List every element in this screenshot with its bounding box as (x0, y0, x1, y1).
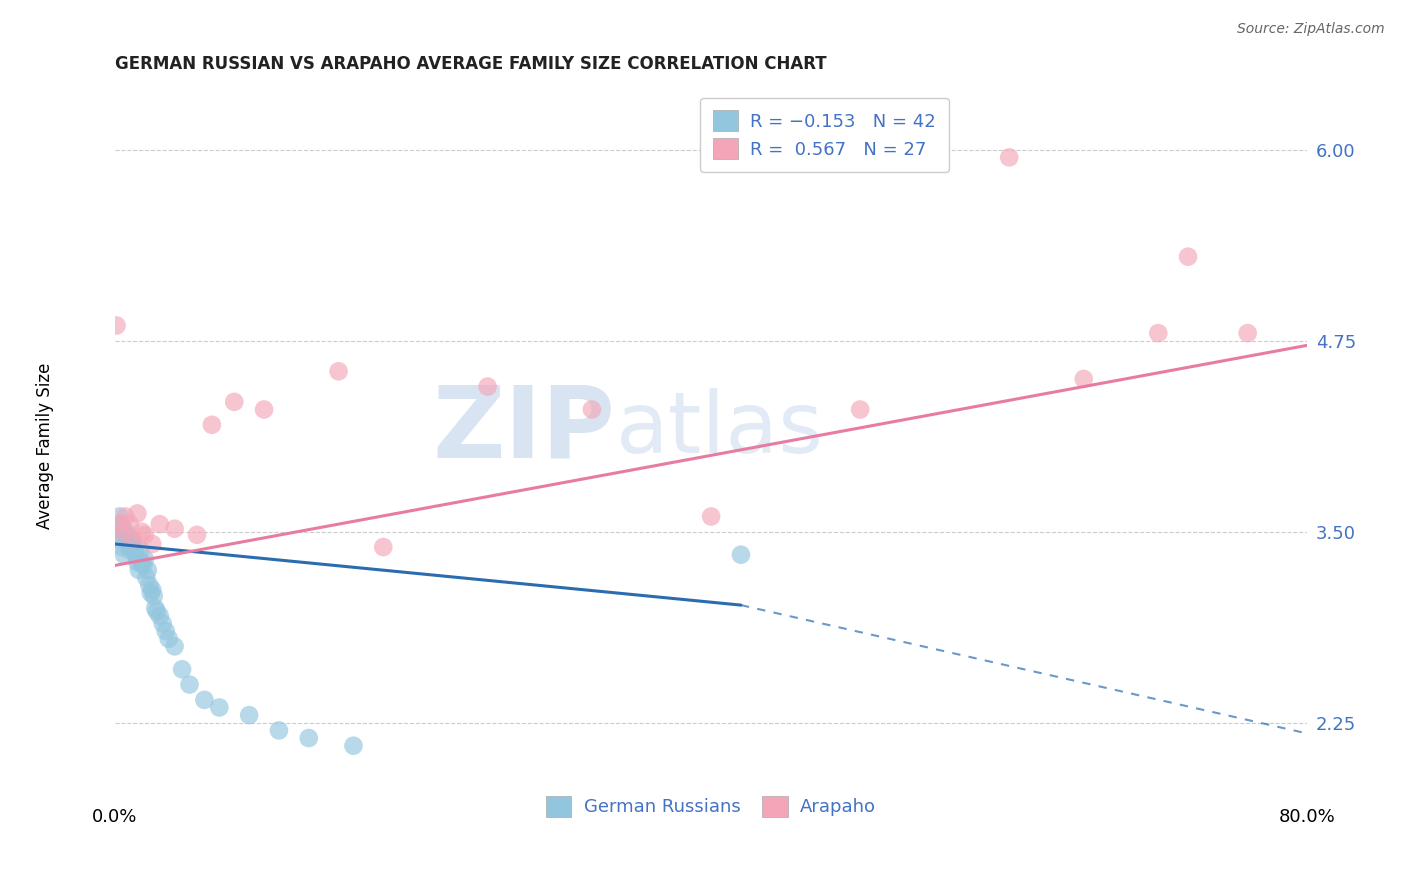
Point (328, 364, 350, 378)
Point (1147, 326, 1170, 340)
Point (139, 586, 162, 600)
Point (141, 537, 163, 551)
Point (149, 517, 172, 532)
Legend: German Russians, Arapaho: German Russians, Arapaho (533, 783, 889, 830)
Point (132, 558, 155, 573)
Point (128, 563, 150, 577)
Point (238, 708, 260, 723)
Point (131, 524, 153, 539)
Text: GERMAN RUSSIAN VS ARAPAHO AVERAGE FAMILY SIZE CORRELATION CHART: GERMAN RUSSIAN VS ARAPAHO AVERAGE FAMILY… (115, 55, 827, 73)
Text: Source: ZipAtlas.com: Source: ZipAtlas.com (1237, 22, 1385, 37)
Point (134, 552, 156, 566)
Point (127, 507, 149, 521)
Point (700, 509, 723, 524)
Point (201, 417, 224, 432)
Point (149, 608, 172, 623)
Point (477, 379, 499, 393)
Point (179, 677, 201, 691)
Point (110, 517, 132, 532)
Point (114, 524, 136, 539)
Point (186, 528, 208, 542)
Point (298, 731, 321, 745)
Point (1177, 250, 1199, 264)
Point (224, 395, 246, 409)
Point (998, 150, 1021, 164)
Point (120, 533, 142, 547)
Point (157, 632, 180, 646)
Text: ZIP: ZIP (433, 381, 616, 478)
Point (122, 533, 145, 547)
Point (129, 543, 152, 558)
Point (730, 548, 752, 562)
Point (849, 402, 872, 417)
Point (163, 522, 186, 536)
Text: Average Family Size: Average Family Size (37, 363, 53, 529)
Point (112, 548, 135, 562)
Point (155, 624, 177, 639)
Point (118, 543, 141, 558)
Point (152, 616, 174, 631)
Point (131, 555, 153, 569)
Point (125, 548, 148, 562)
Point (141, 582, 163, 597)
Point (108, 517, 131, 532)
Point (142, 589, 165, 603)
Point (114, 509, 136, 524)
Point (145, 604, 167, 618)
Point (115, 528, 138, 542)
Point (267, 723, 290, 738)
Point (581, 402, 603, 417)
Text: atlas: atlas (616, 388, 824, 471)
Point (342, 739, 364, 753)
Point (143, 601, 166, 615)
Point (105, 533, 128, 547)
Point (122, 540, 145, 554)
Point (124, 543, 146, 558)
Point (105, 318, 128, 333)
Point (163, 640, 186, 654)
Point (118, 517, 141, 532)
Point (134, 528, 156, 542)
Point (208, 700, 231, 714)
Point (253, 402, 276, 417)
Point (127, 555, 149, 569)
Point (373, 540, 395, 554)
Point (1236, 326, 1258, 340)
Point (1073, 372, 1095, 386)
Point (135, 571, 157, 585)
Point (136, 563, 159, 577)
Point (172, 662, 194, 676)
Point (108, 509, 131, 524)
Point (111, 524, 134, 539)
Point (193, 693, 215, 707)
Point (111, 540, 134, 554)
Point (107, 524, 129, 539)
Point (138, 578, 160, 592)
Point (117, 537, 139, 551)
